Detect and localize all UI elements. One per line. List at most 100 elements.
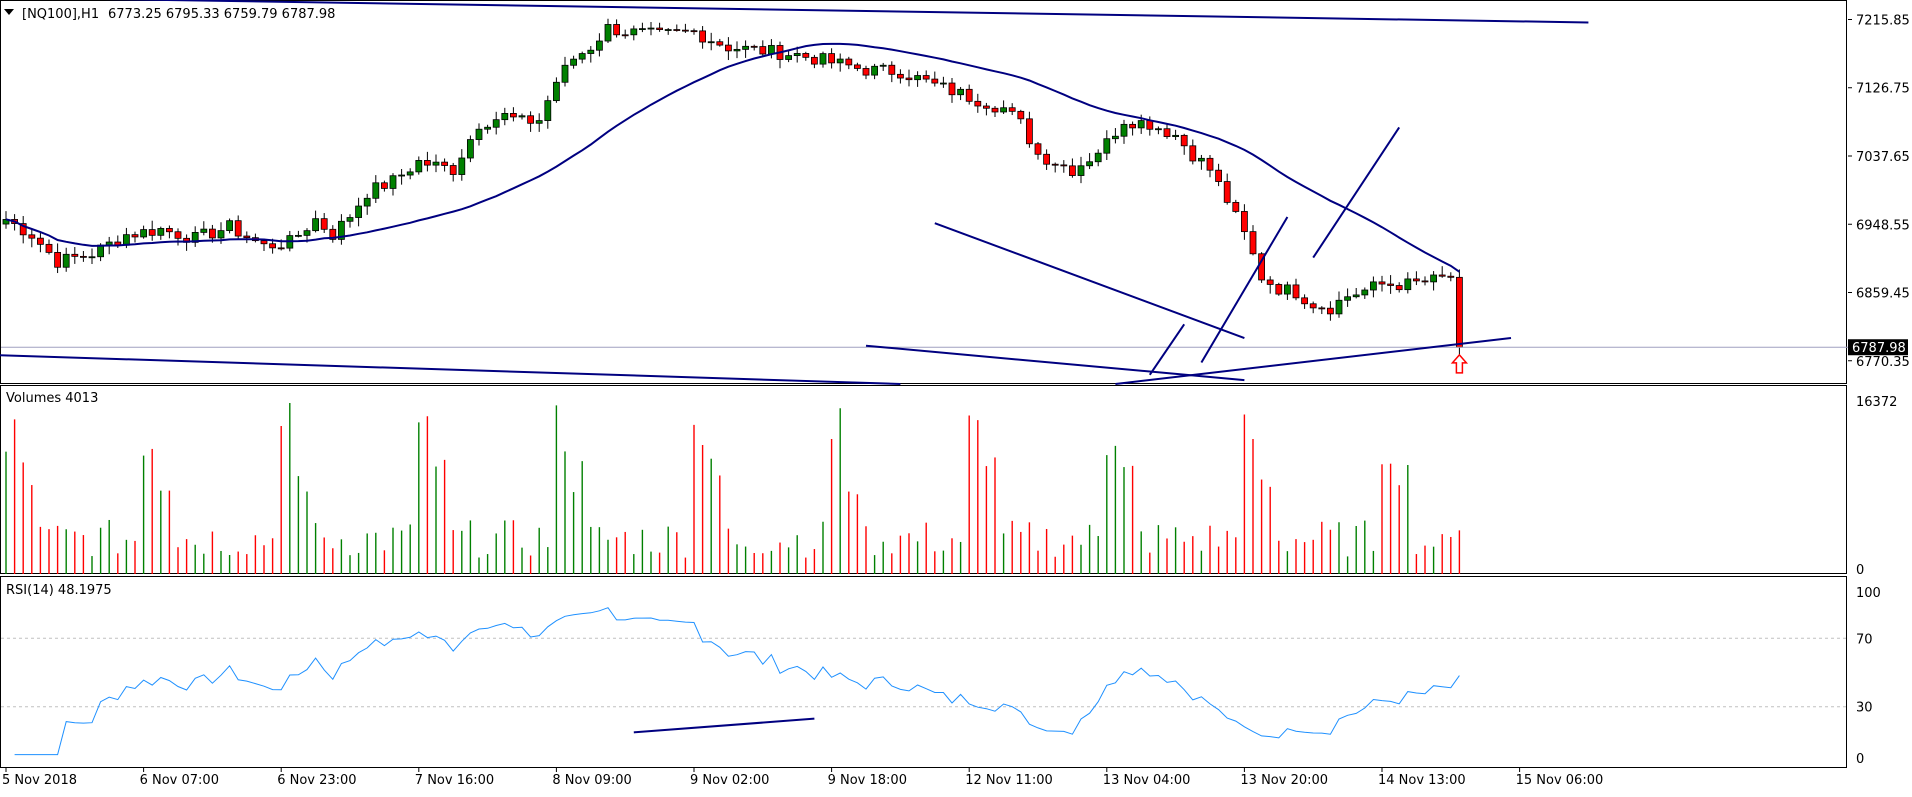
candle-body[interactable] (492, 119, 500, 128)
candle-body[interactable] (587, 49, 595, 54)
candle-body[interactable] (664, 29, 672, 31)
candle-body[interactable] (1043, 153, 1050, 165)
candle-body[interactable] (699, 30, 706, 43)
candle-body[interactable] (1008, 107, 1016, 112)
candle-body[interactable] (208, 228, 216, 239)
trendline[interactable] (1200, 216, 1289, 364)
candle-body[interactable] (1137, 120, 1145, 129)
candle-body[interactable] (1292, 284, 1300, 299)
candle-body[interactable] (303, 230, 311, 236)
rsi-panel[interactable] (1, 607, 1848, 756)
candle-body[interactable] (28, 234, 36, 239)
trendline[interactable] (1148, 323, 1186, 376)
collapse-triangle-icon[interactable] (4, 9, 14, 15)
candle-body[interactable] (1120, 123, 1128, 137)
candle-body[interactable] (277, 247, 285, 250)
candle-body[interactable] (854, 64, 861, 69)
trendline-drawings[interactable] (0, 0, 1589, 734)
candle-body[interactable] (1017, 110, 1025, 120)
candle-body[interactable] (862, 68, 870, 76)
candle-body[interactable] (260, 240, 268, 245)
candle-body[interactable] (793, 53, 801, 56)
candle-body[interactable] (1430, 274, 1437, 283)
candle-body[interactable] (123, 234, 130, 246)
candle-body[interactable] (630, 28, 638, 36)
candle-body[interactable] (922, 75, 930, 80)
candle-body[interactable] (544, 100, 552, 121)
candle-body[interactable] (1060, 164, 1068, 167)
candle-body[interactable] (888, 64, 896, 75)
candle-body[interactable] (1378, 281, 1386, 285)
candle-body[interactable] (1094, 152, 1102, 163)
candle-body[interactable] (897, 73, 904, 79)
candle-body[interactable] (1069, 165, 1076, 176)
candle-body[interactable] (1034, 143, 1042, 155)
candle-body[interactable] (725, 44, 732, 52)
candle-body[interactable] (948, 82, 956, 96)
candle-body[interactable] (45, 243, 53, 253)
candle-body[interactable] (19, 223, 27, 236)
candle-body[interactable] (1361, 289, 1369, 296)
candle-body[interactable] (423, 160, 431, 166)
candle-body[interactable] (1180, 134, 1188, 147)
candle-body[interactable] (1352, 294, 1360, 298)
trendline[interactable] (0, 0, 1589, 24)
trendline[interactable] (1312, 126, 1401, 259)
candle-body[interactable] (1232, 201, 1240, 212)
candle-body[interactable] (759, 46, 767, 55)
candle-body[interactable] (234, 220, 242, 237)
candle-body[interactable] (1223, 181, 1231, 203)
candle-body[interactable] (140, 229, 148, 238)
candle-body[interactable] (527, 115, 534, 124)
candle-body[interactable] (191, 232, 199, 243)
candle-body[interactable] (312, 218, 320, 232)
candle-body[interactable] (1189, 145, 1197, 162)
candle-body[interactable] (1077, 165, 1085, 176)
candle-body[interactable] (845, 58, 853, 66)
candle-body[interactable] (441, 161, 449, 166)
candle-body[interactable] (380, 182, 388, 189)
candle-body[interactable] (604, 24, 612, 42)
candle-body[interactable] (1155, 128, 1162, 131)
candle-body[interactable] (974, 100, 982, 107)
candle-body[interactable] (475, 128, 483, 140)
candle-body[interactable] (71, 253, 79, 257)
candle-body[interactable] (656, 27, 663, 30)
candle-body[interactable] (80, 255, 87, 258)
candle-body[interactable] (1404, 278, 1412, 291)
candle-body[interactable] (1172, 134, 1179, 138)
candle-body[interactable] (940, 82, 947, 85)
candle-body[interactable] (466, 139, 474, 159)
trendline[interactable] (0, 354, 901, 385)
candle-body[interactable] (1370, 281, 1377, 291)
candle-body[interactable] (1198, 157, 1205, 162)
candle-body[interactable] (449, 165, 457, 175)
candle-body[interactable] (174, 231, 182, 239)
candle-body[interactable] (320, 218, 328, 230)
trendline[interactable] (865, 344, 1245, 382)
candle-body[interactable] (415, 160, 423, 173)
candle-body[interactable] (432, 161, 440, 166)
candle-body[interactable] (802, 53, 810, 58)
candle-body[interactable] (1344, 296, 1351, 301)
candle-body[interactable] (1026, 118, 1033, 145)
candle-body[interactable] (1112, 135, 1119, 140)
candle-body[interactable] (1266, 279, 1274, 285)
candle-body[interactable] (570, 58, 577, 66)
candle-body[interactable] (1103, 138, 1111, 154)
candle-body[interactable] (1309, 303, 1317, 309)
candle-body[interactable] (1447, 275, 1455, 278)
candle-body[interactable] (639, 28, 646, 31)
candle-body[interactable] (88, 256, 96, 259)
candle-body[interactable] (165, 228, 173, 233)
candle-body[interactable] (561, 64, 569, 83)
candle-body[interactable] (1284, 284, 1291, 295)
candle-body[interactable] (484, 126, 492, 130)
candle-body[interactable] (1163, 128, 1171, 138)
candle-body[interactable] (836, 58, 844, 64)
candle-body[interactable] (518, 115, 526, 118)
trendline[interactable] (1115, 337, 1512, 385)
candle-body[interactable] (97, 244, 104, 258)
candle-body[interactable] (1318, 307, 1326, 310)
